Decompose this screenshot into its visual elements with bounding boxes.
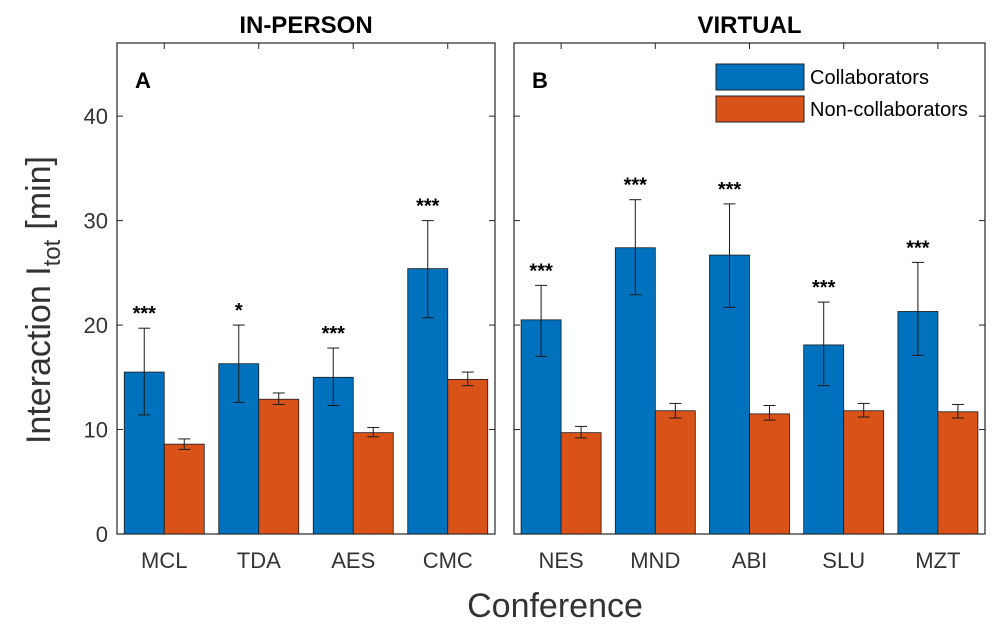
- y-tick-label: 20: [84, 313, 108, 338]
- legend-swatch-collaborators: [715, 63, 805, 91]
- significance-marker: ***: [624, 175, 648, 197]
- y-axis-label: Interaction Itot [min]: [20, 156, 66, 444]
- panel-title: VIRTUAL: [698, 12, 802, 39]
- x-tick-label: SLU: [822, 548, 865, 573]
- significance-marker: ***: [529, 260, 553, 282]
- x-axis-label: Conference: [467, 587, 643, 625]
- legend: Collaborators Non-collaborators: [715, 63, 968, 123]
- y-axis-label-unit: [min]: [20, 156, 58, 230]
- bar-non-collaborators-nes: [560, 432, 602, 535]
- significance-marker: ***: [906, 237, 930, 259]
- x-tick-label: CMC: [423, 548, 473, 573]
- y-tick-label: 0: [96, 522, 108, 547]
- y-axis-label-subscript: tot: [39, 239, 66, 266]
- significance-marker: ***: [416, 196, 440, 218]
- panel-title: IN-PERSON: [239, 12, 372, 39]
- y-tick-label: 30: [84, 209, 108, 234]
- panel-letter: A: [135, 68, 151, 93]
- x-tick-label: AES: [331, 548, 375, 573]
- significance-marker: *: [235, 300, 243, 322]
- significance-marker: ***: [812, 277, 836, 299]
- bar-non-collaborators-abi: [749, 413, 790, 535]
- significance-marker: ***: [718, 179, 742, 201]
- panel-letter: B: [532, 68, 548, 93]
- panel-a: 0 10 20 30 40 IN-PERSON A MCL *** TDA * AES *** CMC **…: [84, 12, 496, 573]
- x-tick-label: ABI: [732, 548, 767, 573]
- y-tick-label: 10: [84, 418, 108, 443]
- bar-non-collaborators-aes: [352, 432, 394, 535]
- bar-non-collaborators-mnd: [654, 410, 696, 535]
- bar-non-collaborators-slu: [843, 410, 885, 535]
- x-tick-label: MCL: [141, 548, 187, 573]
- x-tick-label: NES: [538, 548, 583, 573]
- bar-non-collaborators-mzt: [937, 411, 979, 535]
- x-tick-label: MZT: [915, 548, 960, 573]
- significance-marker: ***: [133, 303, 157, 325]
- panel-frame: [116, 42, 496, 535]
- panel-b: VIRTUAL B NES *** MND *** ABI *** SLU *** MZT ***: [513, 12, 986, 573]
- bar-non-collaborators-tda: [258, 398, 300, 535]
- legend-label-collaborators: Collaborators: [810, 67, 929, 89]
- x-tick-label: TDA: [237, 548, 281, 573]
- x-tick-label: MND: [630, 548, 680, 573]
- y-axis-label-main: Interaction I: [20, 266, 58, 444]
- bar-non-collaborators-mcl: [163, 443, 205, 535]
- y-tick-label: 40: [84, 104, 108, 129]
- bar-collaborators-mnd: [614, 247, 656, 535]
- chart-panels: 0 10 20 30 40 IN-PERSON A MCL *** TDA * AES *** CMC **…: [84, 12, 986, 573]
- legend-swatch-non-collaborators: [715, 95, 805, 123]
- significance-marker: ***: [322, 323, 346, 345]
- bar-non-collaborators-cmc: [447, 378, 489, 535]
- legend-label-non-collaborators: Non-collaborators: [810, 99, 968, 121]
